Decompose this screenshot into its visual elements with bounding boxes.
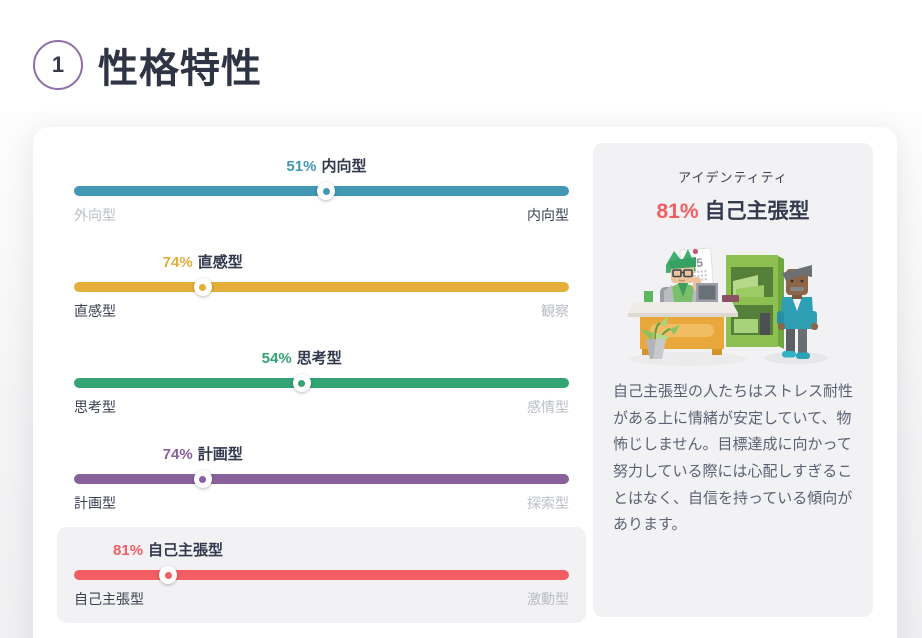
step-number-badge: 1: [33, 40, 83, 90]
identity-panel-label: アイデンティティ: [678, 170, 788, 185]
trait-percentage: 51%: [286, 158, 317, 175]
trait-slider-nature: 54% 思考型 思考型 感情型: [57, 335, 586, 431]
identity-panel-title: 81% 自己主張型: [613, 195, 853, 225]
trait-left-label: 外向型: [74, 207, 116, 223]
trait-name: 直感型: [197, 254, 243, 271]
identity-percentage: 81%: [656, 200, 699, 223]
trait-percentage: 74%: [162, 254, 193, 271]
office-illustration: 15: [628, 247, 828, 366]
step-number: 1: [51, 52, 65, 77]
identity-trait-name: 自己主張型: [704, 200, 810, 223]
trait-right-label: 激動型: [527, 591, 569, 607]
slider-track: [74, 278, 569, 296]
trait-left-label: 直感型: [74, 303, 116, 319]
trait-score-label: 54% 思考型: [74, 347, 569, 369]
trait-left-label: 計画型: [74, 495, 116, 511]
trait-right-label: 観察: [541, 303, 569, 319]
trait-score-label: 81% 自己主張型: [74, 539, 569, 561]
slider-handle[interactable]: [193, 470, 212, 488]
trait-slider-tactics: 74% 計画型 計画型 探索型: [57, 431, 586, 527]
slider-handle[interactable]: [292, 374, 311, 392]
identity-description: 自己主張型の人たちはストレス耐性がある上に情緒が安定していて、物怖じしません。目…: [613, 383, 854, 534]
plant: [640, 317, 680, 359]
slider-track: [74, 182, 569, 200]
section-header: 1 性格特性: [33, 36, 262, 94]
trait-score-label: 51% 内向型: [74, 155, 569, 177]
trait-percentage: 54%: [261, 350, 292, 367]
trait-slider-energy: 51% 内向型 外向型 内向型: [57, 143, 586, 239]
identity-panel: アイデンティティ 81% 自己主張型 15: [593, 143, 873, 617]
slider-track: [74, 374, 569, 392]
slider-handle[interactable]: [317, 182, 336, 200]
trait-score-label: 74% 直感型: [74, 251, 569, 273]
standing-man-figure: [777, 265, 818, 359]
trait-name: 内向型: [321, 158, 367, 175]
trait-left-label: 自己主張型: [74, 591, 144, 607]
trait-name: 計画型: [197, 446, 243, 463]
trait-percentage: 74%: [162, 446, 193, 463]
trait-sliders: 51% 内向型 外向型 内向型 74% 直感型 直感型 観察: [57, 143, 586, 638]
seated-person-figure: [664, 249, 702, 303]
trait-score-label: 74% 計画型: [74, 443, 569, 465]
trait-slider-mind: 74% 直感型 直感型 観察: [57, 239, 586, 335]
trait-percentage: 81%: [113, 542, 144, 559]
page-title: 性格特性: [98, 47, 262, 91]
trait-right-label: 感情型: [527, 399, 569, 415]
trait-right-label: 探索型: [527, 495, 569, 511]
slider-track: [74, 470, 569, 488]
slider-handle[interactable]: [193, 278, 212, 296]
trait-right-label: 内向型: [527, 207, 569, 223]
trait-name: 自己主張型: [148, 542, 224, 559]
trait-name: 思考型: [296, 350, 342, 367]
trait-left-label: 思考型: [74, 399, 116, 415]
trait-slider-identity: 81% 自己主張型 自己主張型 激動型: [57, 527, 586, 623]
slider-handle[interactable]: [159, 566, 178, 584]
slider-track: [74, 566, 569, 584]
personality-traits-card: 51% 内向型 外向型 内向型 74% 直感型 直感型 観察: [33, 127, 897, 638]
